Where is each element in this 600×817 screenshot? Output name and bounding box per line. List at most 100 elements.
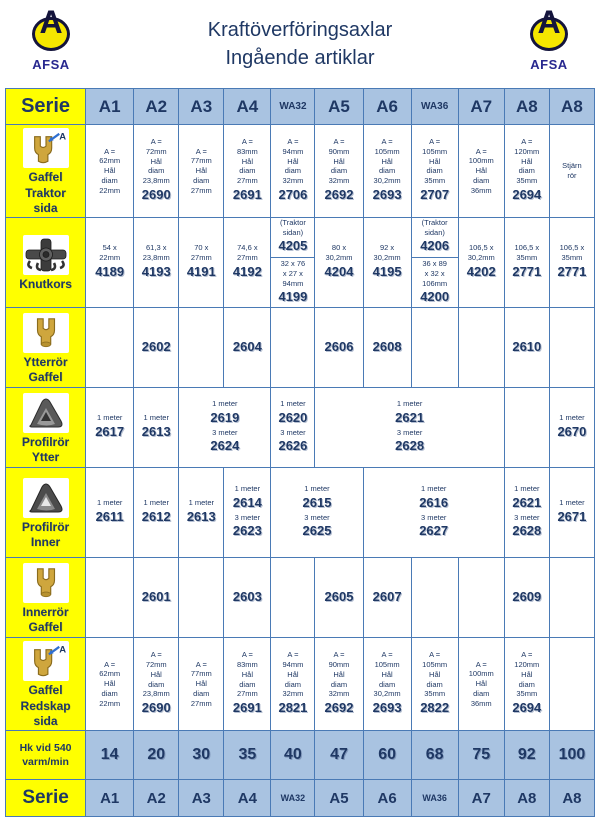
- table-cell: 2609: [503, 557, 550, 639]
- spec-text: 72mm: [145, 660, 167, 670]
- part-number: 2771: [512, 263, 542, 279]
- table-cell: A = 105mm Hål diam 30,2mm 2693: [362, 637, 412, 731]
- part-number: 2611: [95, 509, 124, 525]
- spec-text: 61,3 x: [146, 243, 167, 253]
- table-cell: Stjärn rör: [548, 124, 596, 218]
- table-cell: 1 meter 2671: [548, 467, 596, 559]
- spec-text: sidan): [424, 227, 445, 237]
- part-number: 2625: [302, 523, 332, 539]
- table-cell: 2603: [223, 557, 272, 639]
- spec-text: 1 meter: [514, 484, 540, 494]
- spec-text: 27mm: [190, 698, 212, 708]
- page-title: Kraftöverföringsaxlar Ingående artiklar: [86, 8, 514, 72]
- part-number: 2771: [557, 263, 587, 279]
- spec-text: 3 meter: [212, 427, 238, 437]
- spec-text: 3 meter: [514, 512, 540, 522]
- logo-circle-icon: [530, 17, 568, 51]
- table-cell: [178, 307, 225, 389]
- spec-text: 36mm: [470, 698, 492, 708]
- footer-serie-row: Serie A1 A2 A3 A4 WA32 A5 A6 WA36 A7 A8 A8: [4, 779, 596, 817]
- spec-text: Hål: [521, 669, 533, 679]
- spec-text: 1 meter: [559, 498, 585, 508]
- spec-text: A =: [104, 659, 116, 669]
- hp-value: 47: [314, 730, 364, 780]
- row-label-cell: A Gaffel Traktor sida: [4, 124, 87, 218]
- table-row: A Gaffel Redskap sida A = 62mm Hål diam 22mm A = 7…: [4, 637, 596, 731]
- hp-value: 60: [362, 730, 412, 780]
- column-header-a2: A2: [133, 88, 180, 125]
- spec-text: 32 x 76: [280, 259, 306, 269]
- spec-text: A =: [195, 146, 207, 156]
- table-cell: 1 meter 2614 3 meter 2623: [223, 467, 272, 559]
- table-cell: [457, 307, 505, 389]
- spec-text: 106mm: [422, 278, 448, 288]
- table-cell: A = 62mm Hål diam 22mm: [85, 124, 135, 218]
- spec-text: 35mm: [516, 253, 538, 263]
- part-number: 2690: [141, 700, 171, 716]
- hp-value: 40: [270, 730, 316, 780]
- spec-text: 35mm: [424, 176, 446, 186]
- spec-text: 100mm: [468, 156, 494, 166]
- spec-text: Stjärn: [562, 161, 582, 171]
- table-cell: 1 meter 2616 3 meter 2627: [362, 467, 505, 559]
- table-cell: 2605: [314, 557, 364, 639]
- cell-divider: [412, 257, 458, 259]
- spec-text: 94mm: [282, 278, 304, 288]
- part-number: 2610: [512, 339, 542, 355]
- spec-text: 1 meter: [280, 399, 306, 409]
- spec-text: diam: [148, 679, 165, 689]
- footer-serie-label: Serie: [4, 779, 87, 817]
- spec-text: 3 meter: [420, 512, 447, 522]
- spec-text: diam: [518, 679, 535, 689]
- spec-text: diam: [101, 175, 118, 185]
- spec-text: 3 meter: [396, 427, 423, 437]
- part-number: 2605: [324, 589, 354, 605]
- table-cell: [85, 557, 135, 639]
- spec-text: 32mm: [282, 176, 304, 186]
- row-label-cell: Knutkors: [4, 216, 87, 309]
- part-number: 2614: [232, 494, 262, 510]
- part-number: 2603: [232, 589, 262, 605]
- part-number: 2690: [141, 186, 171, 202]
- spec-text: 70 x: [194, 243, 209, 253]
- spec-text: Hål: [381, 669, 393, 679]
- spec-text: diam: [284, 166, 302, 176]
- footer-column-a5: A5: [314, 779, 364, 817]
- spec-text: 22mm: [99, 253, 121, 263]
- spec-text: 23,8mm: [142, 176, 170, 186]
- spec-text: 22mm: [99, 698, 121, 708]
- footer-column-a8: A8: [548, 779, 596, 817]
- hp-value: 14: [85, 730, 135, 780]
- part-number: 4206: [420, 238, 450, 254]
- part-number: 2671: [557, 509, 587, 525]
- part-number: 4195: [372, 263, 402, 279]
- footer-column-a4: A4: [223, 779, 272, 817]
- part-number: 2624: [210, 438, 240, 454]
- spec-text: 1 meter: [304, 484, 330, 494]
- spec-text: diam: [378, 166, 396, 176]
- spec-text: diam: [426, 679, 443, 689]
- page-header: A AFSA Kraftöverföringsaxlar Ingående ar…: [0, 0, 600, 86]
- part-number: 2626: [278, 438, 308, 454]
- spec-text: 92 x: [379, 243, 395, 253]
- spec-text: Hål: [287, 156, 299, 166]
- tube-outer-icon: [22, 392, 69, 433]
- row-label-cell: Ytterrör Gaffel: [4, 307, 87, 389]
- table-cell: 2608: [362, 307, 412, 389]
- spec-text: 36mm: [470, 185, 492, 195]
- column-header-wa32: WA32: [270, 88, 316, 125]
- spec-text: A =: [241, 137, 253, 147]
- table-cell: A = 100mm Hål diam 36mm: [457, 124, 505, 218]
- spec-text: sidan): [282, 227, 304, 237]
- part-number: 2821: [278, 700, 308, 716]
- footer-column-wa36: WA36: [410, 779, 459, 817]
- spec-text: 54 x: [102, 243, 117, 253]
- spec-text: Hål: [429, 156, 441, 166]
- logo-letter: A: [39, 4, 63, 40]
- spec-text: 1 meter: [96, 413, 123, 423]
- spec-text: diam: [239, 679, 256, 689]
- spec-text: 72mm: [145, 146, 167, 156]
- spec-text: 1 meter: [234, 484, 261, 494]
- spec-text: Hål: [195, 679, 207, 689]
- spec-text: Hål: [429, 669, 441, 679]
